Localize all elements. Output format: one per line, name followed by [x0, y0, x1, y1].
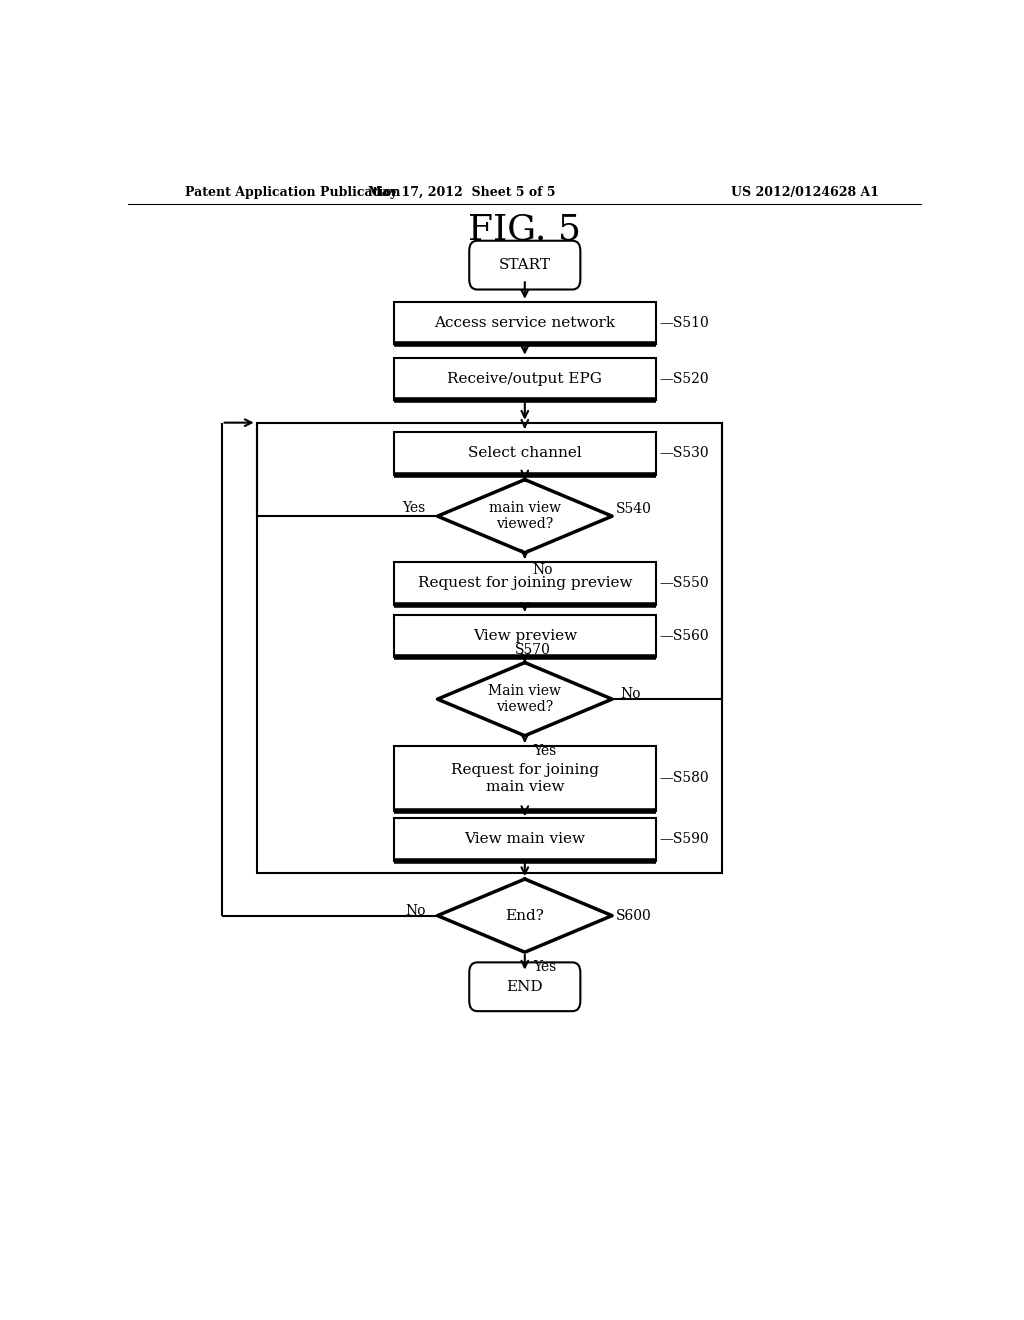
Text: End?: End? [506, 908, 544, 923]
Text: —S530: —S530 [659, 446, 710, 461]
Text: Yes: Yes [402, 502, 426, 515]
FancyBboxPatch shape [469, 962, 581, 1011]
FancyBboxPatch shape [394, 615, 655, 657]
Text: —S560: —S560 [659, 630, 710, 643]
Text: Receive/output EPG: Receive/output EPG [447, 372, 602, 385]
Text: View main view: View main view [464, 833, 586, 846]
Text: No: No [620, 686, 641, 701]
Polygon shape [437, 479, 612, 553]
FancyBboxPatch shape [394, 302, 655, 345]
Text: END: END [507, 979, 543, 994]
Text: No: No [532, 562, 553, 577]
Text: Yes: Yes [532, 961, 556, 974]
FancyBboxPatch shape [394, 746, 655, 810]
Text: S570: S570 [515, 643, 551, 657]
FancyBboxPatch shape [394, 358, 655, 400]
Text: main view
viewed?: main view viewed? [488, 502, 561, 531]
Polygon shape [437, 663, 612, 735]
Text: US 2012/0124628 A1: US 2012/0124628 A1 [731, 186, 880, 199]
FancyBboxPatch shape [469, 240, 581, 289]
Text: —S510: —S510 [659, 315, 710, 330]
Text: Yes: Yes [532, 744, 556, 758]
Text: START: START [499, 259, 551, 272]
Text: Request for joining
main view: Request for joining main view [451, 763, 599, 793]
Polygon shape [437, 879, 612, 952]
Text: Request for joining preview: Request for joining preview [418, 577, 632, 590]
Text: Select channel: Select channel [468, 446, 582, 461]
Text: —S590: —S590 [659, 833, 710, 846]
Text: No: No [406, 903, 426, 917]
FancyBboxPatch shape [394, 432, 655, 474]
Text: View preview: View preview [473, 630, 577, 643]
Text: S600: S600 [616, 908, 652, 923]
Text: S540: S540 [616, 502, 652, 516]
FancyBboxPatch shape [394, 562, 655, 605]
FancyBboxPatch shape [394, 818, 655, 861]
Text: —S550: —S550 [659, 577, 710, 590]
Text: Access service network: Access service network [434, 315, 615, 330]
Text: FIG. 5: FIG. 5 [468, 213, 582, 247]
Text: May 17, 2012  Sheet 5 of 5: May 17, 2012 Sheet 5 of 5 [368, 186, 555, 199]
Text: Main view
viewed?: Main view viewed? [488, 684, 561, 714]
Text: —S520: —S520 [659, 372, 710, 385]
Text: —S580: —S580 [659, 771, 710, 785]
Text: Patent Application Publication: Patent Application Publication [185, 186, 400, 199]
